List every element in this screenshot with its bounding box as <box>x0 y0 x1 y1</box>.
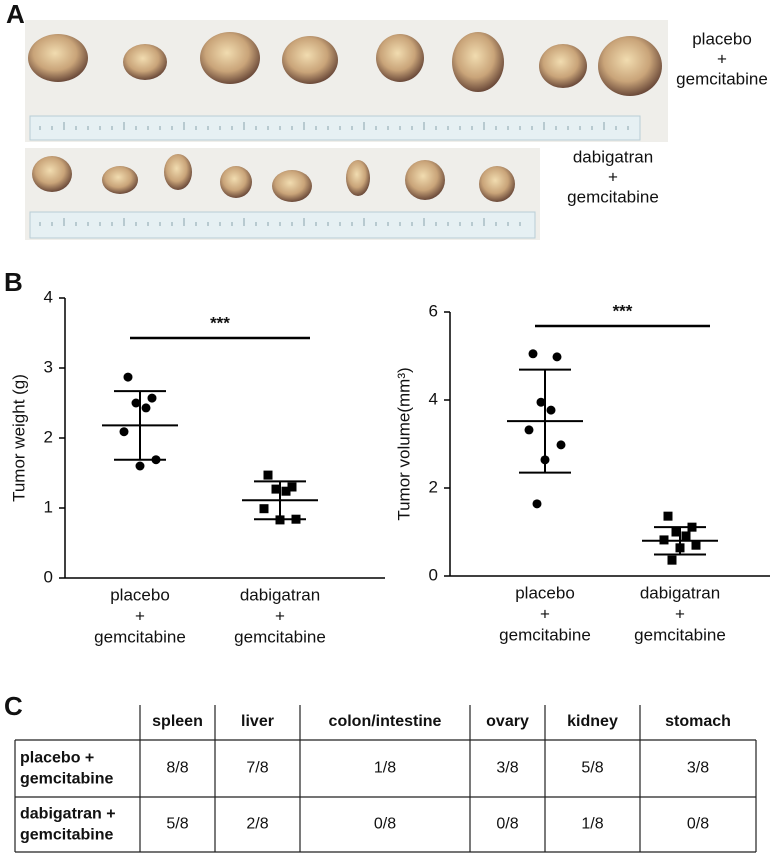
group-label: placebo <box>692 29 752 48</box>
data-point <box>271 484 281 494</box>
data-point <box>135 461 145 471</box>
tumor <box>164 154 192 190</box>
row-header: placebo + <box>20 750 94 767</box>
group-label: + <box>608 167 618 186</box>
table-cell: 5/8 <box>166 816 188 833</box>
column-header: ovary <box>486 713 529 730</box>
y-tick-label: 4 <box>429 389 438 408</box>
tumor <box>376 34 424 82</box>
y-tick-label: 6 <box>429 301 438 320</box>
data-point <box>671 527 681 537</box>
column-header: liver <box>241 713 274 730</box>
panel-label: B <box>4 267 23 297</box>
tumor <box>102 166 138 194</box>
x-tick-label: placebo <box>110 585 170 604</box>
data-point <box>667 555 677 565</box>
data-point <box>556 440 566 450</box>
panel-label: C <box>4 691 23 721</box>
column-header: colon/intestine <box>329 713 442 730</box>
data-point <box>131 398 141 408</box>
y-axis-label: Tumor volume(mm³) <box>394 367 413 520</box>
x-tick-label: + <box>675 604 685 623</box>
tumor <box>282 36 338 84</box>
data-point <box>524 425 534 435</box>
tumor <box>28 34 88 82</box>
data-point <box>281 486 291 496</box>
significance-label: *** <box>210 313 230 332</box>
row-header: gemcitabine <box>20 771 113 788</box>
table-cell: 3/8 <box>687 760 709 777</box>
data-point <box>123 372 133 382</box>
group-label: dabigatran <box>573 147 653 166</box>
tumor <box>479 166 515 202</box>
tumor <box>452 32 504 92</box>
column-header: stomach <box>665 713 731 730</box>
tumors <box>28 32 662 226</box>
table-cell: 8/8 <box>166 760 188 777</box>
ruler <box>29 115 641 141</box>
data-point <box>287 482 297 492</box>
data-point <box>691 540 701 550</box>
tumor <box>123 44 167 80</box>
group-label: gemcitabine <box>676 69 768 88</box>
row-header: dabigatran + <box>20 806 116 823</box>
group-label: + <box>717 49 727 68</box>
table-cell: 0/8 <box>687 816 709 833</box>
tumor <box>405 160 445 200</box>
group-label: gemcitabine <box>567 187 659 206</box>
data-point <box>552 352 562 362</box>
y-axis-label: Tumor weight (g) <box>9 374 28 502</box>
column-header: kidney <box>567 713 618 730</box>
table-cell: 1/8 <box>374 760 396 777</box>
data-point <box>263 470 273 480</box>
table-cell: 3/8 <box>496 760 518 777</box>
tumor <box>346 160 370 196</box>
tumor <box>32 156 72 192</box>
y-tick-label: 1 <box>44 497 53 516</box>
x-tick-label: + <box>275 606 285 625</box>
x-tick-label: + <box>540 604 550 623</box>
y-tick-label: 0 <box>44 567 53 586</box>
y-tick-label: 4 <box>44 287 53 306</box>
y-tick-label: 3 <box>44 357 53 376</box>
y-tick-label: 2 <box>429 477 438 496</box>
column-header: spleen <box>152 713 203 730</box>
data-point <box>119 427 129 437</box>
x-tick-label: dabigatran <box>640 583 720 602</box>
table-cell: 0/8 <box>496 816 518 833</box>
y-tick-label: 0 <box>429 565 438 584</box>
panel-label: A <box>6 0 25 29</box>
x-tick-label: placebo <box>515 583 575 602</box>
data-point <box>532 499 542 509</box>
table-cell: 5/8 <box>581 760 603 777</box>
significance-label: *** <box>613 301 633 320</box>
tumor <box>220 166 252 198</box>
x-tick-label: gemcitabine <box>499 625 591 644</box>
x-tick-label: + <box>135 606 145 625</box>
row-header: gemcitabine <box>20 827 113 844</box>
ruler <box>29 211 536 239</box>
y-tick-label: 2 <box>44 427 53 446</box>
table-cell: 1/8 <box>581 816 603 833</box>
tumor <box>272 170 312 202</box>
x-tick-label: gemcitabine <box>634 625 726 644</box>
x-tick-label: gemcitabine <box>234 627 326 646</box>
data-point <box>536 397 546 407</box>
tumor <box>598 36 662 96</box>
table-cell: 2/8 <box>246 816 268 833</box>
x-tick-label: gemcitabine <box>94 627 186 646</box>
data-point <box>663 511 673 521</box>
data-point <box>528 349 538 359</box>
data-point <box>147 393 157 403</box>
data-point <box>259 504 269 514</box>
table-cell: 0/8 <box>374 816 396 833</box>
table-cell: 7/8 <box>246 760 268 777</box>
data-point <box>681 531 691 541</box>
tumor <box>539 44 587 88</box>
data-point <box>141 403 151 413</box>
data-point <box>546 405 556 415</box>
x-tick-label: dabigatran <box>240 585 320 604</box>
tumor <box>200 32 260 84</box>
